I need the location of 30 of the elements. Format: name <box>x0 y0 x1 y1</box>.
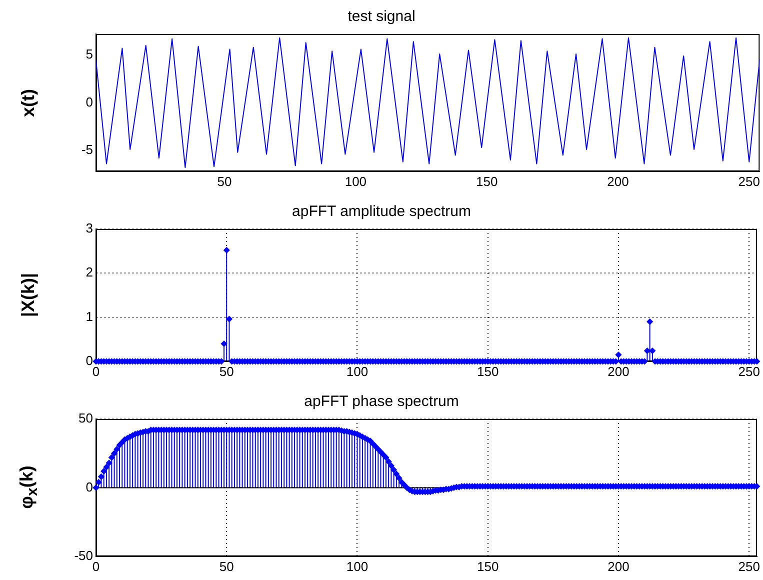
x-tick-label: 50 <box>219 558 234 574</box>
chart-title: apFFT amplitude spectrum <box>292 203 471 220</box>
x-tick-label: 200 <box>608 558 630 574</box>
x-tick-label: 250 <box>738 558 760 574</box>
y-tick-label: 1 <box>86 308 93 324</box>
x-tick-label: 200 <box>608 364 630 379</box>
y-tick-label: 5 <box>86 46 93 62</box>
x-tick-label: 100 <box>346 558 368 574</box>
x-tick-label: 200 <box>607 174 629 189</box>
x-tick-label: 100 <box>344 174 367 189</box>
y-tick-label: 50 <box>78 410 93 426</box>
y-tick-label: 0 <box>86 479 93 494</box>
y-tick-label: -5 <box>81 142 93 157</box>
y-axis-title: |X(k)| <box>18 273 38 318</box>
x-tick-label: 50 <box>219 364 234 379</box>
y-tick-label: 0 <box>86 352 93 368</box>
x-tick-label: 50 <box>217 174 232 189</box>
y-tick-label: -50 <box>74 548 93 563</box>
x-tick-label: 100 <box>346 364 368 379</box>
x-tick-label: 150 <box>476 174 498 189</box>
y-axis-title: x(t) <box>18 88 38 117</box>
y-tick-label: 0 <box>86 94 93 110</box>
y-tick-label: 3 <box>86 220 93 236</box>
y-tick-label: 2 <box>86 264 93 280</box>
chart-title: test signal <box>348 8 416 26</box>
x-tick-label: 250 <box>738 364 760 379</box>
x-tick-label: 250 <box>738 174 760 189</box>
chart-title: apFFT phase spectrum <box>304 393 459 410</box>
x-tick-label: 150 <box>477 558 499 574</box>
x-tick-label: 150 <box>477 364 499 379</box>
